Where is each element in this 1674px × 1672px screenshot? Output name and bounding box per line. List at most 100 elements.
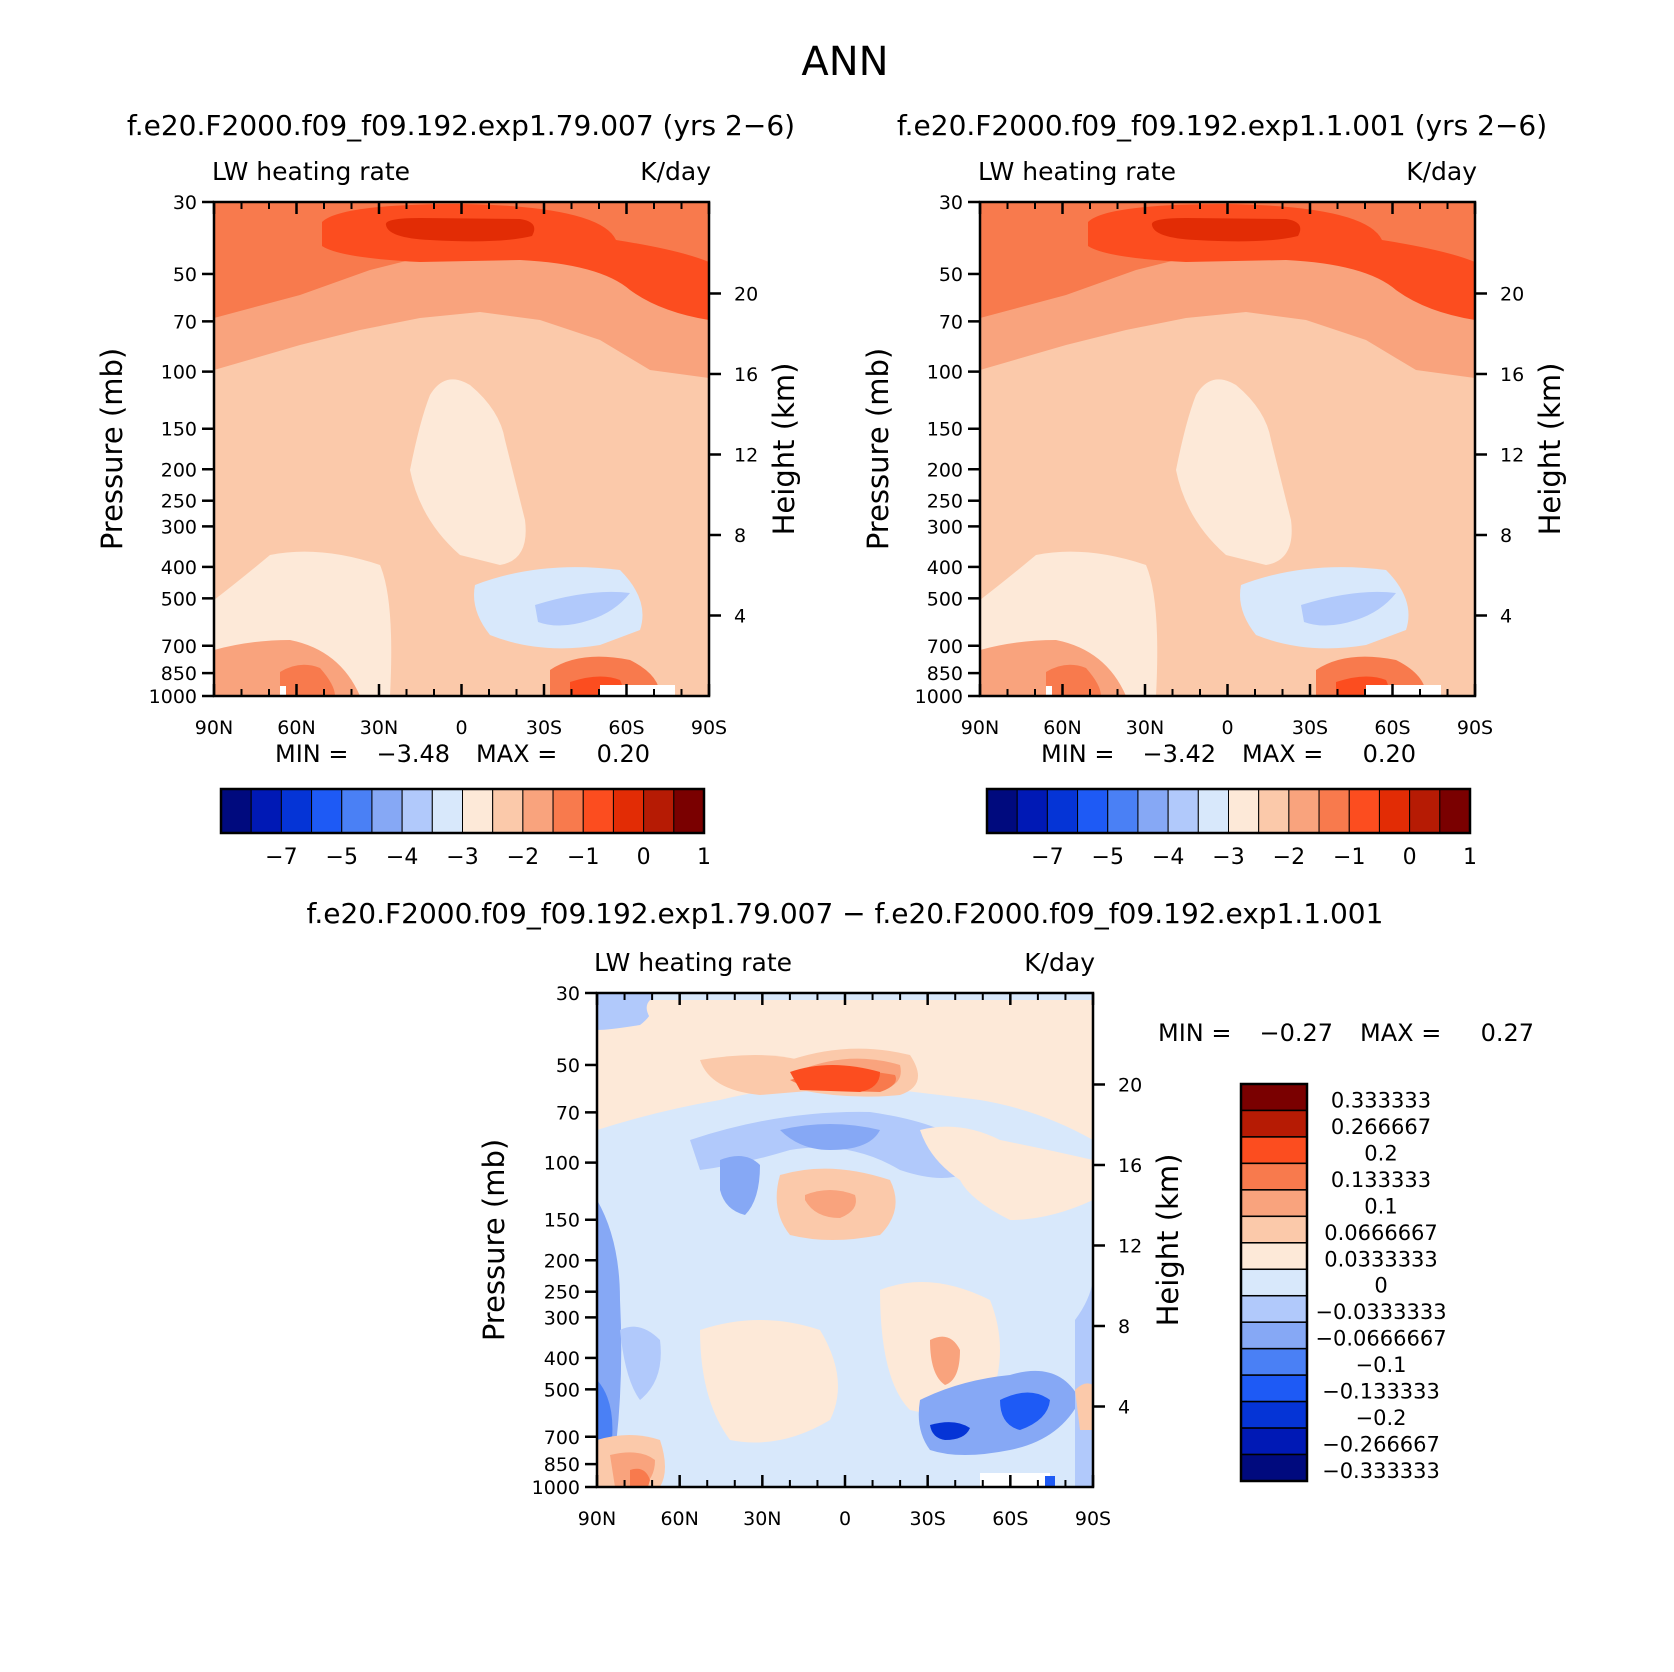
y-right-tick-label: 4 [1118, 1396, 1130, 1418]
panel-3-field-label: LW heating rate [594, 948, 792, 977]
colorbar-frame [219, 787, 706, 835]
panel-3-x-ticks: 90N 60N 30N 0 30S 60S 90S [578, 993, 1111, 1530]
colorbar-swatch [986, 788, 1018, 834]
colorbar-swatch [401, 788, 433, 834]
panel-3-colorbar: 0.3333330.2666670.20.1333330.10.06666670… [1239, 1082, 1447, 1483]
x-tick-label: 0 [839, 1508, 851, 1530]
panel-3-y-label: Pressure (mb) [477, 1139, 511, 1341]
y-right-tick-label: 12 [1500, 444, 1524, 466]
y-right-tick-label: 4 [1500, 605, 1512, 627]
colorbar-swatch [1288, 788, 1320, 834]
x-tick-label: 30N [360, 717, 398, 739]
x-tick-label: 90S [1075, 1508, 1111, 1530]
colorbar-swatch [431, 788, 463, 834]
y-tick-label: 200 [927, 459, 963, 481]
colorbar-level-label: −0.0666667 [1315, 1327, 1446, 1351]
y-right-tick-label: 20 [734, 283, 758, 305]
panel-3-min-value: −0.27 [1259, 1019, 1333, 1047]
colorbar-swatch [280, 788, 313, 834]
y-tick-label: 850 [161, 663, 197, 685]
y-tick-label: 150 [544, 1210, 580, 1232]
y-tick-label: 50 [939, 264, 963, 286]
y-tick-label: 500 [544, 1379, 580, 1401]
colorbar-level-label: 0.133333 [1331, 1168, 1431, 1192]
colorbar-tick-label: 0 [637, 845, 651, 870]
y-tick-label: 500 [927, 588, 963, 610]
y-tick-label: 700 [927, 636, 963, 658]
colorbar-tick-label: −5 [326, 845, 358, 870]
y-right-tick-label: 8 [734, 525, 746, 547]
panel-3-title: f.e20.F2000.f09_f09.192.exp1.79.007 − f.… [307, 897, 1384, 930]
colorbar-level-label: 0.266667 [1331, 1115, 1431, 1139]
y-tick-label: 70 [556, 1102, 580, 1124]
x-tick-label: 30S [526, 717, 562, 739]
x-tick-label: 60S [608, 717, 644, 739]
colorbar-swatch [1016, 788, 1048, 834]
y-tick-label: 200 [161, 459, 197, 481]
y-tick-label: 30 [556, 983, 580, 1005]
colorbar-tick-label: 0 [1403, 845, 1417, 870]
y-tick-label: 200 [544, 1250, 580, 1272]
colorbar-swatch [1240, 1294, 1308, 1323]
colorbar-tick-label: −1 [1333, 845, 1365, 870]
panel-1-min-label: MIN = [275, 740, 348, 768]
y-tick-label: 500 [161, 588, 197, 610]
x-tick-label: 0 [1221, 717, 1233, 739]
y-right-tick-label: 4 [734, 605, 746, 627]
colorbar-tick-label: −2 [1273, 845, 1305, 870]
y-tick-label: 150 [927, 419, 963, 441]
y-tick-label: 1000 [915, 686, 963, 708]
y-right-tick-label: 8 [1118, 1316, 1130, 1338]
y-tick-label: 100 [927, 362, 963, 384]
colorbar-swatch [462, 788, 494, 834]
colorbar-swatch [1107, 788, 1139, 834]
colorbar-swatch [522, 788, 554, 834]
y-right-tick-label: 12 [734, 444, 758, 466]
colorbar-swatch [250, 788, 282, 834]
colorbar-swatch [1197, 788, 1229, 834]
colorbar-frame [985, 787, 1472, 835]
colorbar-tick-label: −5 [1092, 845, 1124, 870]
colorbar-tick-label: −7 [265, 845, 297, 870]
x-tick-label: 90S [1457, 717, 1493, 739]
panel-2-max-label: MAX = [1242, 740, 1323, 768]
x-tick-label: 60N [1043, 717, 1081, 739]
colorbar-swatch [1318, 788, 1350, 834]
panel-3-max-value: 0.27 [1481, 1019, 1534, 1047]
panel-1-colorbar: −7 −5 −4 −3 −2 −1 0 1 [219, 787, 711, 870]
x-tick-label: 30N [743, 1508, 781, 1530]
panel-2-y-label: Pressure (mb) [861, 348, 895, 550]
colorbar-swatch [1240, 1453, 1308, 1482]
colorbar-level-label: −0.333333 [1322, 1459, 1440, 1483]
colorbar-swatch [1240, 1374, 1308, 1403]
y-tick-label: 1000 [149, 686, 197, 708]
colorbar-swatch [1240, 1427, 1308, 1456]
colorbar-tick-label: 1 [697, 845, 711, 870]
y-tick-label: 30 [939, 192, 963, 214]
panel-1-y-label: Pressure (mb) [95, 348, 129, 550]
colorbar-swatch [1378, 788, 1411, 834]
colorbar-level-label: 0 [1374, 1274, 1387, 1298]
panel-2-units-label: K/day [1406, 157, 1477, 186]
y-tick-label: 400 [161, 557, 197, 579]
y-tick-label: 250 [927, 491, 963, 513]
y-tick-label: 70 [173, 311, 197, 333]
colorbar-tick-label: −4 [1152, 845, 1184, 870]
y-tick-label: 850 [927, 663, 963, 685]
panel-3-min-label: MIN = [1158, 1019, 1231, 1047]
colorbar-level-label: 0.0666667 [1324, 1221, 1438, 1245]
y-tick-label: 1000 [532, 1477, 580, 1499]
y-tick-label: 300 [544, 1307, 580, 1329]
colorbar-swatch [1439, 788, 1471, 834]
panel-2-min-label: MIN = [1041, 740, 1114, 768]
x-tick-label: 90N [578, 1508, 616, 1530]
panel-1-max-value: 0.20 [597, 740, 650, 768]
panel-2-min-value: −3.42 [1142, 740, 1216, 768]
x-tick-label: 60N [660, 1508, 698, 1530]
y-tick-label: 70 [939, 311, 963, 333]
colorbar-swatch [1258, 788, 1290, 834]
colorbar-swatch [643, 788, 675, 834]
y-right-tick-label: 20 [1500, 283, 1524, 305]
colorbar-swatch [1240, 1242, 1308, 1271]
